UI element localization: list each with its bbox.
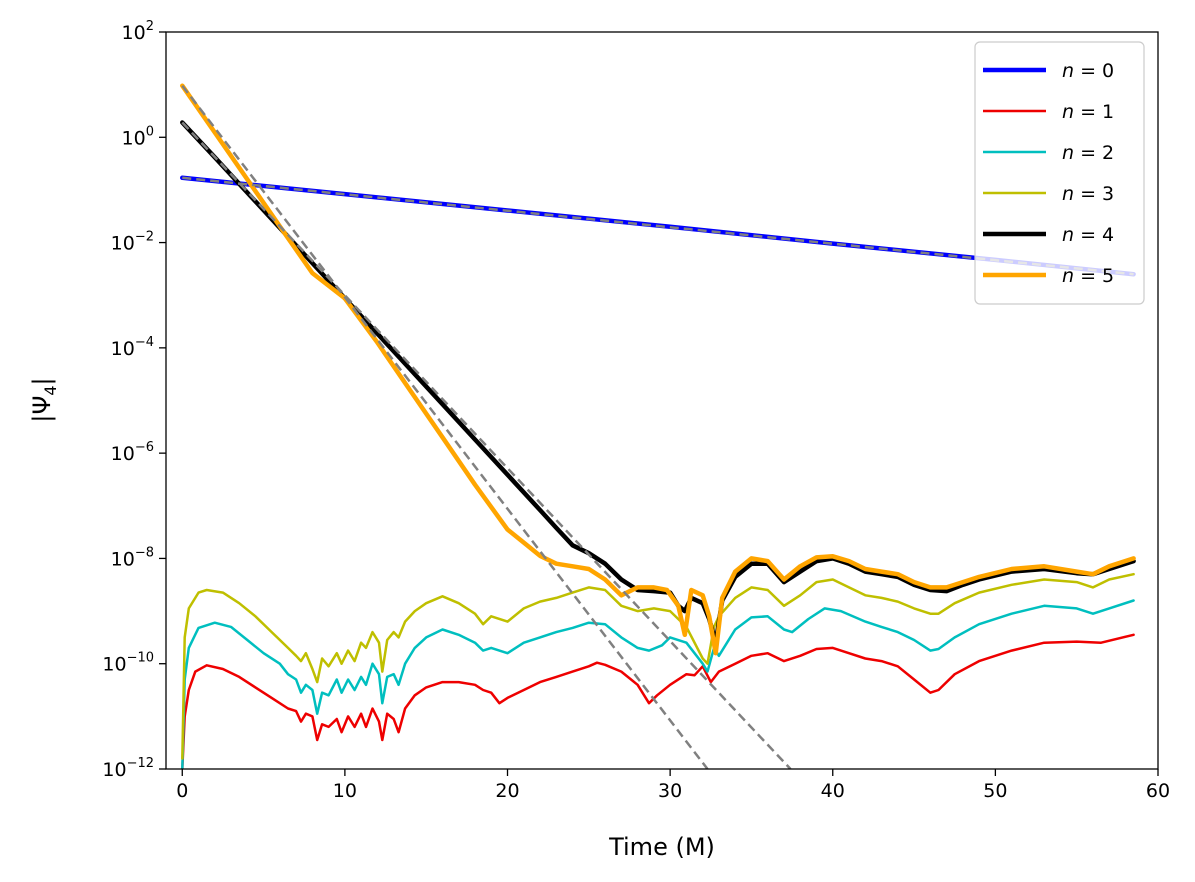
y-tick-label: 10−6 xyxy=(111,440,154,465)
y-tick-label: 10−4 xyxy=(111,335,154,360)
y-axis-label-close: | xyxy=(28,377,56,385)
y-tick-label: 100 xyxy=(122,124,154,149)
plot-frame xyxy=(165,31,1159,770)
svg-text:|Ψ4|: |Ψ4| xyxy=(28,377,60,422)
fit-n0-line xyxy=(182,176,1134,276)
legend-label-n1: n = 1 xyxy=(1062,101,1114,123)
x-tick-label: 60 xyxy=(1146,780,1170,802)
y-axis-label: |Ψ xyxy=(28,396,56,423)
y-tick-label: 10−10 xyxy=(102,651,154,676)
y-axis-label-sub: 4 xyxy=(41,385,60,395)
series-layer xyxy=(180,83,1136,769)
x-tick-label: 0 xyxy=(176,780,188,802)
x-tick-label: 30 xyxy=(658,780,682,802)
y-axis: 102 100 10−2 10−4 10−6 10−8 10−10 10−12 xyxy=(102,19,166,781)
legend-label-n2: n = 2 xyxy=(1062,142,1114,164)
x-tick-label: 10 xyxy=(333,780,357,802)
y-tick-label: 10−2 xyxy=(111,230,154,255)
legend-label-n0: n = 0 xyxy=(1062,60,1114,82)
x-axis: 0 10 20 30 40 50 60 xyxy=(176,769,1170,802)
y-tick-label: 102 xyxy=(122,19,154,44)
y-axis-label-group: |Ψ4| xyxy=(28,377,60,422)
x-tick-label: 40 xyxy=(821,780,845,802)
series-line-n5 xyxy=(180,83,1136,656)
y-tick-label: 10−12 xyxy=(102,756,154,781)
legend-label-n3: n = 3 xyxy=(1062,183,1114,205)
x-tick-label: 50 xyxy=(983,780,1007,802)
legend-box xyxy=(974,41,1145,305)
fit-n4-line xyxy=(181,121,792,769)
legend-label-n5: n = 5 xyxy=(1062,265,1114,287)
series-line-n1 xyxy=(181,633,1135,769)
legend: n = 0 n = 1 n = 2 n = 3 n = 4 n = 5 xyxy=(974,41,1145,305)
y-tick-label: 10−8 xyxy=(111,545,154,570)
series-line-n2 xyxy=(181,599,1135,769)
series-line-n3 xyxy=(181,572,1135,760)
fit-n5-line xyxy=(181,84,709,769)
legend-label-n4: n = 4 xyxy=(1062,224,1114,246)
x-axis-label: Time (M) xyxy=(608,833,715,861)
x-tick-label: 20 xyxy=(495,780,519,802)
